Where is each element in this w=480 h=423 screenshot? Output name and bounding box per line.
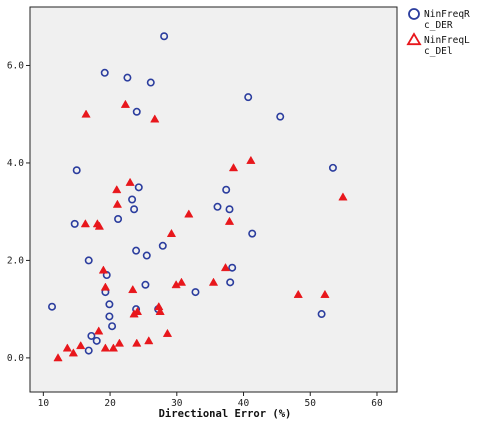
data-point-circle — [123, 73, 132, 82]
data-point-triangle — [162, 328, 173, 337]
data-point-circle — [158, 241, 167, 250]
data-point-circle — [105, 300, 114, 309]
data-point-circle — [128, 195, 137, 204]
data-point-triangle — [228, 163, 239, 172]
legend-label: c_DEl — [424, 46, 453, 57]
data-point-circle — [213, 202, 222, 211]
data-point-circle — [244, 93, 253, 102]
data-point-circle — [87, 331, 96, 340]
data-point-triangle — [128, 284, 138, 294]
data-point-triangle — [76, 340, 86, 350]
data-point-triangle — [112, 199, 123, 208]
data-point-circle — [146, 78, 155, 87]
x-tick-label: 60 — [371, 398, 383, 409]
data-points — [48, 32, 348, 362]
data-point-circle — [276, 112, 285, 121]
data-point-triangle — [68, 348, 79, 357]
y-tick-label: 6.0 — [7, 60, 24, 71]
data-point-circle — [100, 68, 109, 77]
data-point-circle — [248, 229, 257, 238]
data-point-circle — [108, 322, 117, 331]
data-point-triangle — [246, 155, 256, 164]
data-point-triangle — [80, 219, 91, 228]
data-point-circle — [105, 312, 114, 321]
data-point-circle — [72, 166, 81, 175]
data-point-triangle — [120, 99, 131, 108]
legend-triangle-icon — [406, 32, 422, 46]
data-point-triangle — [150, 114, 160, 123]
data-point-triangle — [114, 338, 125, 347]
data-point-circle — [48, 302, 57, 311]
data-point-circle — [225, 205, 234, 214]
x-tick-label: 50 — [305, 398, 317, 409]
data-point-triangle — [338, 192, 348, 201]
data-point-circle — [328, 163, 337, 172]
x-axis-label: Directional Error (%) — [159, 408, 292, 420]
data-point-triangle — [94, 221, 105, 230]
data-point-triangle — [94, 326, 104, 335]
data-point-triangle — [293, 289, 303, 298]
data-point-triangle — [144, 336, 154, 345]
data-point-circle — [92, 336, 101, 345]
legend-circle-icon — [408, 8, 420, 20]
data-point-triangle — [125, 177, 135, 186]
data-point-circle — [70, 219, 79, 228]
data-point-triangle — [81, 109, 91, 118]
data-point-circle — [132, 107, 141, 116]
data-point-circle — [134, 183, 143, 192]
data-point-circle — [160, 32, 169, 41]
data-point-circle — [114, 214, 123, 223]
data-point-triangle — [62, 343, 72, 352]
y-tick-label: 0.0 — [7, 353, 24, 364]
data-point-triangle — [132, 306, 143, 315]
data-point-circle — [141, 280, 150, 289]
data-point-triangle — [53, 353, 63, 362]
data-point-circle — [226, 278, 235, 287]
x-axis: 10 20 30 40 50 60 — [38, 392, 383, 409]
y-tick-label: 4.0 — [7, 158, 24, 169]
data-point-triangle — [320, 289, 330, 298]
data-point-triangle — [108, 343, 119, 352]
x-tick-label: 10 — [38, 398, 50, 409]
data-point-triangle — [166, 228, 177, 238]
data-point-triangle — [176, 277, 187, 286]
plot-area — [29, 6, 398, 393]
data-point-triangle — [208, 277, 219, 286]
y-axis: 0.0 2.0 4.0 6.0 — [7, 60, 30, 364]
data-point-circle — [142, 251, 151, 260]
data-point-triangle — [224, 216, 235, 225]
data-point-triangle — [112, 185, 122, 194]
x-tick-label: 30 — [171, 398, 183, 409]
data-point-triangle — [155, 306, 165, 315]
data-point-triangle — [98, 265, 109, 274]
data-point-triangle — [220, 263, 231, 272]
legend-label: NinFreqL — [424, 35, 470, 46]
data-point-triangle — [184, 209, 194, 218]
data-point-circle — [317, 310, 326, 319]
data-point-circle — [222, 185, 231, 194]
data-point-triangle — [100, 282, 111, 291]
legend-label: NinFreqR — [424, 9, 470, 20]
data-point-circle — [132, 246, 141, 255]
y-tick-label: 2.0 — [7, 255, 24, 266]
data-point-circle — [228, 263, 237, 272]
x-tick-label: 40 — [238, 398, 250, 409]
data-point-circle — [191, 288, 200, 297]
data-point-circle — [84, 346, 93, 355]
x-tick-label: 20 — [104, 398, 116, 409]
data-point-circle — [84, 256, 93, 265]
data-point-circle — [130, 205, 139, 214]
data-point-triangle — [132, 338, 142, 347]
data-point-triangle — [100, 343, 111, 352]
legend-label: c_DER — [424, 20, 453, 31]
